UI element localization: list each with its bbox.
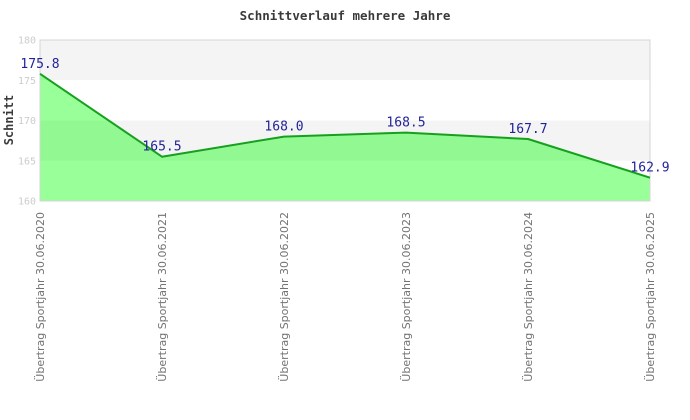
data-point-label: 168.0 [264,120,303,135]
x-axis-label: Übertrag Sportjahr 30.06.2020 [34,212,47,382]
grid-band [40,40,650,81]
x-axis-label: Übertrag Sportjahr 30.06.2021 [156,212,169,382]
trend-line [39,72,651,179]
grid-band [40,160,650,201]
x-axis-label: Übertrag Sportjahr 30.06.2024 [522,212,535,382]
x-axis-label: Übertrag Sportjahr 30.06.2025 [644,212,657,382]
y-axis-tick-label: 180 [18,36,36,47]
data-point-label: 167.7 [508,122,547,137]
data-point-label: 165.5 [142,140,181,155]
y-axis-tick-label: 165 [18,156,36,167]
data-point-label: 175.8 [20,57,59,72]
y-axis-tick-label: 175 [18,76,36,87]
plot-border [39,39,651,202]
x-axis-label: Übertrag Sportjahr 30.06.2022 [278,212,291,382]
area-fill [40,73,650,201]
y-axis-tick-label: 160 [18,197,36,208]
x-axis-label: Übertrag Sportjahr 30.06.2023 [400,212,413,382]
grid-band [40,120,650,161]
data-point-label: 168.5 [386,116,425,131]
chart-title: Schnittverlauf mehrere Jahre [239,8,451,23]
y-axis-tick-label: 170 [18,116,36,127]
grid-band [40,80,650,121]
data-point-label: 162.9 [630,161,669,176]
